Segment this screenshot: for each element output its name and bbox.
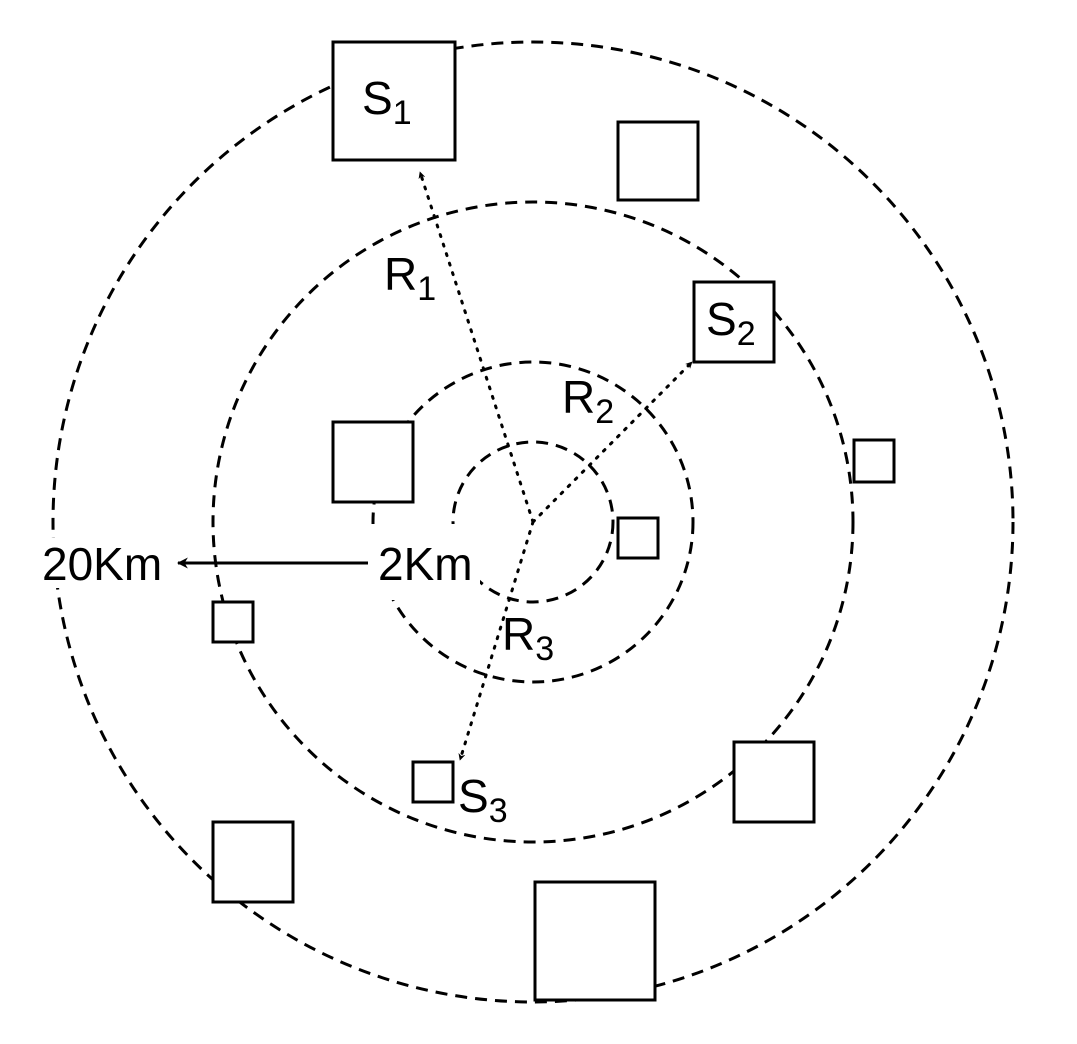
station-unlabeled (211, 820, 295, 904)
station-unlabeled (616, 516, 660, 560)
label-r2: R2 (562, 371, 614, 431)
ring-outer (51, 40, 1015, 1004)
label-s1: S1 (362, 72, 412, 132)
label-mask-left (30, 538, 170, 588)
station-unlabeled (616, 120, 700, 202)
ring-core (451, 440, 615, 604)
station-unlabeled (331, 420, 415, 504)
label-r1: R1 (384, 248, 436, 308)
station-s1 (331, 40, 457, 162)
radius-line-r3 (458, 520, 535, 762)
station-s3 (411, 760, 455, 804)
station-unlabeled (211, 600, 255, 644)
ring-inner (371, 360, 695, 684)
station-s2 (692, 280, 776, 364)
station-unlabeled (533, 880, 657, 1002)
station-unlabeled (732, 740, 816, 824)
label-s2: S2 (706, 293, 756, 353)
label-r3: R3 (502, 608, 554, 668)
station-unlabeled (852, 438, 896, 484)
ring-middle (211, 200, 855, 844)
radius-line-r2 (531, 360, 694, 524)
label-2km: 2Km (378, 538, 473, 590)
label-20km: 20Km (42, 538, 162, 590)
radius-line-r1 (418, 170, 535, 524)
label-s3: S3 (458, 770, 508, 830)
label-mask (368, 524, 480, 600)
